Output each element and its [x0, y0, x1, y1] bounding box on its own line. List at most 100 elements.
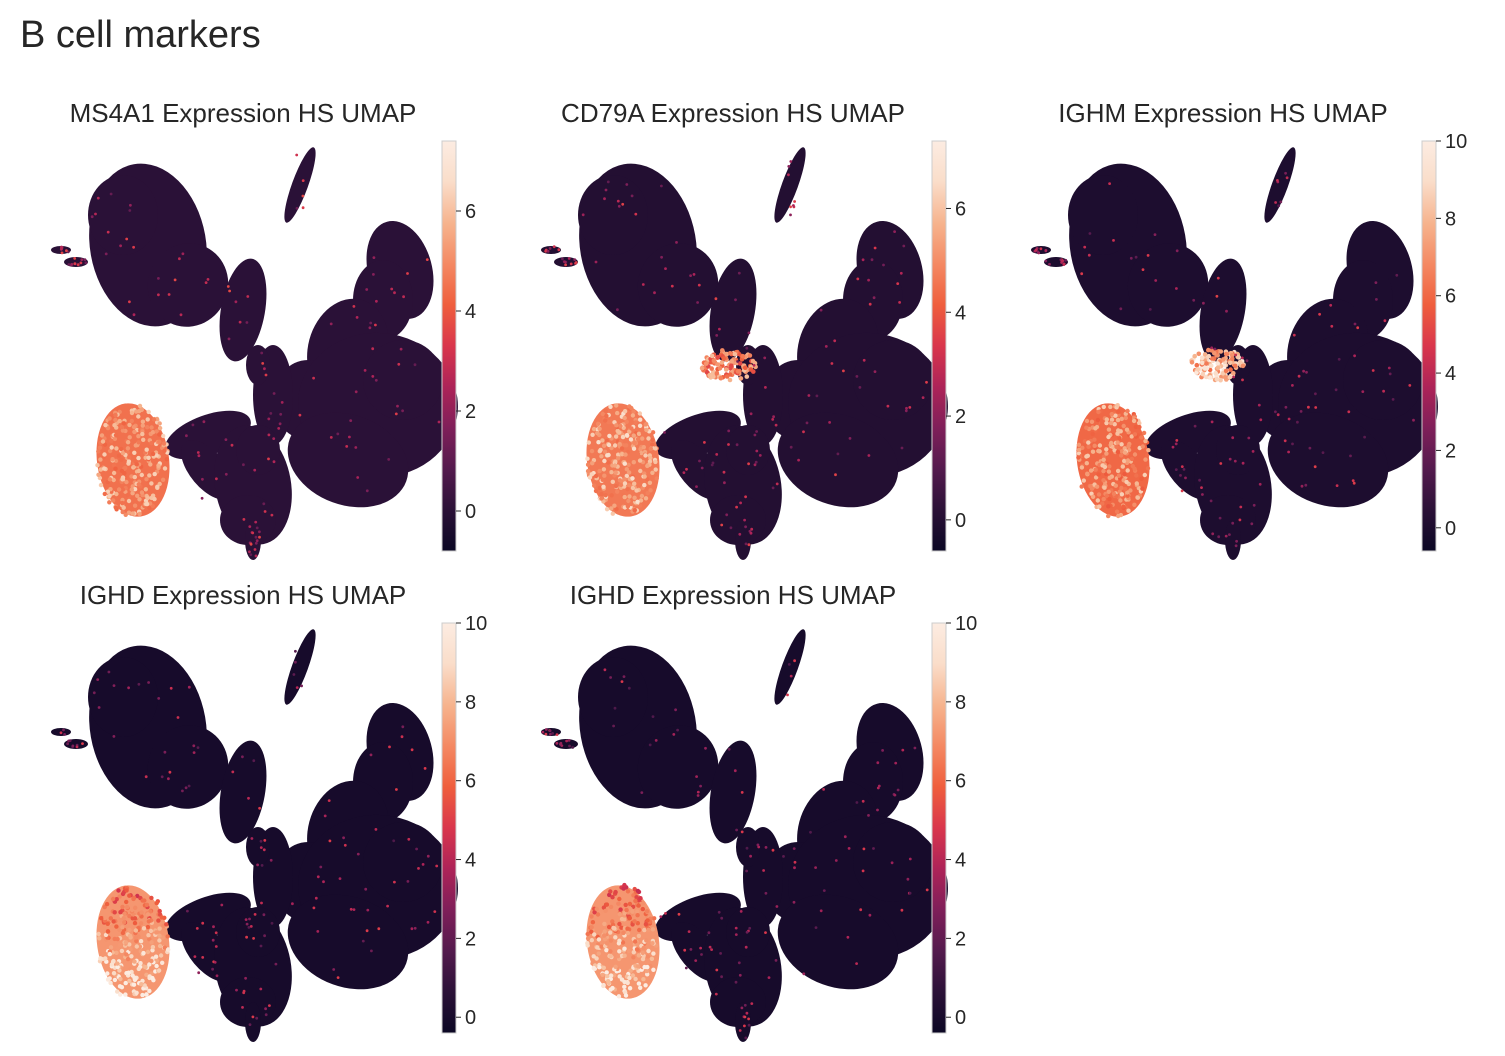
cell-point	[154, 963, 159, 969]
cell-point	[196, 746, 200, 749]
cell-point	[165, 947, 171, 952]
cell-point	[140, 992, 145, 998]
cell-point	[1223, 368, 1229, 374]
cell-point	[1125, 468, 1130, 473]
cell-point	[134, 462, 139, 467]
cell-point	[101, 952, 106, 958]
cell-point	[132, 920, 138, 926]
cell-point	[1114, 509, 1120, 514]
cell-point	[279, 412, 283, 416]
cell-point	[258, 530, 261, 534]
cell-point	[371, 375, 375, 378]
cell-point	[602, 921, 607, 927]
cell-point	[645, 954, 650, 959]
cell-point	[1100, 501, 1105, 506]
cell-point	[906, 877, 910, 881]
cell-point	[1353, 354, 1356, 358]
cell-point	[294, 660, 297, 664]
cell-point	[750, 527, 754, 531]
cell-point	[95, 463, 100, 468]
cell-point	[141, 437, 146, 442]
cell-point	[1225, 309, 1228, 313]
cell-point	[743, 518, 746, 522]
cell-point	[699, 365, 705, 371]
cell-point	[612, 724, 615, 728]
cell-point	[745, 1011, 749, 1015]
cell-point	[740, 830, 744, 834]
cell-point	[1111, 491, 1117, 496]
cell-point	[886, 404, 890, 408]
cell-point	[620, 680, 624, 683]
cell-point	[114, 446, 119, 451]
cell-point	[122, 920, 127, 925]
cell-point	[624, 473, 629, 479]
cell-point	[119, 446, 124, 452]
cell-point	[630, 485, 636, 491]
sparse-expressing-cells	[541, 659, 929, 1040]
cell-point	[1080, 445, 1085, 450]
cell-point	[758, 454, 762, 457]
cell-point	[714, 297, 718, 301]
cell-point	[617, 430, 622, 435]
cell-point	[120, 497, 125, 503]
cell-point	[1139, 435, 1144, 440]
cell-point	[202, 420, 206, 424]
cell-point	[619, 916, 625, 922]
cell-point	[1108, 182, 1111, 186]
cell-point	[653, 291, 656, 295]
cell-point	[627, 915, 632, 921]
cell-point	[157, 926, 162, 931]
cell-point	[720, 975, 723, 979]
cell-point	[107, 670, 111, 674]
cell-point	[1106, 427, 1112, 432]
cell-point	[204, 281, 208, 284]
cell-point	[149, 425, 154, 430]
cell-point	[632, 919, 637, 924]
cell-point	[235, 988, 238, 992]
cell-point	[132, 313, 136, 317]
cell-point	[1088, 484, 1093, 489]
umap-embedding	[51, 147, 458, 560]
cell-point	[619, 446, 625, 451]
cell-point	[1109, 411, 1115, 417]
cell-cluster	[736, 827, 760, 867]
cell-point	[120, 487, 126, 492]
cell-point	[638, 417, 643, 422]
cell-point	[97, 706, 101, 709]
cell-point	[739, 910, 743, 913]
cell-point	[1113, 413, 1118, 418]
cell-point	[743, 1003, 747, 1007]
cell-point	[1114, 444, 1119, 449]
cell-point	[607, 433, 612, 439]
cell-point	[140, 423, 145, 428]
cell-point	[368, 326, 372, 330]
cell-point	[159, 915, 164, 920]
cell-point	[1258, 482, 1262, 486]
cell-point	[263, 839, 267, 842]
cell-point	[599, 496, 604, 501]
cell-point	[1139, 476, 1144, 481]
cell-point	[624, 443, 629, 448]
cell-point	[119, 424, 125, 430]
cell-point	[1154, 279, 1158, 282]
cell-point	[118, 910, 123, 915]
cell-point	[1219, 462, 1223, 465]
umap-embedding	[51, 629, 458, 1042]
cell-point	[645, 972, 650, 977]
cell-point	[104, 901, 110, 907]
cell-point	[613, 889, 618, 895]
cell-point	[113, 412, 118, 418]
cell-point	[709, 366, 714, 371]
cell-point	[179, 313, 183, 317]
cell-point	[122, 911, 127, 916]
cell-point	[546, 249, 550, 253]
cell-point	[632, 440, 637, 446]
cell-point	[1126, 508, 1131, 513]
cell-point	[119, 948, 125, 954]
cell-point	[132, 975, 137, 980]
cell-point	[1223, 351, 1229, 357]
cell-point	[144, 775, 148, 779]
cell-point	[631, 409, 636, 414]
